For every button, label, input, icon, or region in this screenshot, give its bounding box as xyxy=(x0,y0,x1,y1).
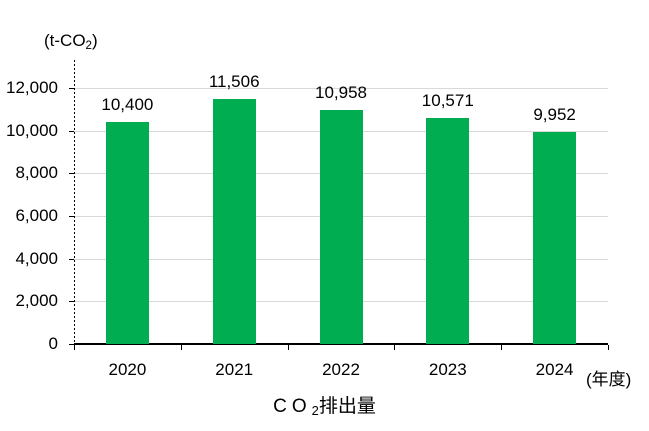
y-axis-tick-label: 12,000 xyxy=(6,78,58,97)
x-axis-tick xyxy=(501,345,503,350)
y-axis-tick xyxy=(69,173,74,175)
chart-title-subscript: 2 xyxy=(311,403,319,419)
bar-2021 xyxy=(212,98,256,344)
y-axis-tick xyxy=(69,88,74,89)
y-axis-line xyxy=(74,60,75,344)
x-category-label: 2021 xyxy=(215,360,254,379)
y-axis-tick-label: 10,000 xyxy=(6,120,58,140)
x-category-label: 2023 xyxy=(428,360,467,379)
bar-2020 xyxy=(105,122,149,344)
bar-2022 xyxy=(319,110,363,344)
x-axis-tick xyxy=(394,345,396,350)
bar-value-label: 10,571 xyxy=(421,91,474,111)
y-axis-tick-label: 4,000 xyxy=(15,248,58,268)
y-axis-tick-label: 8,000 xyxy=(15,163,58,183)
y-axis-unit-close: ) xyxy=(91,31,98,50)
y-axis-tick xyxy=(69,344,74,345)
chart-title: CO2排出量 xyxy=(0,391,649,418)
x-category-label: 2022 xyxy=(322,360,360,379)
x-axis-tick xyxy=(287,345,289,350)
y-axis-tick xyxy=(69,301,74,303)
bar-2023 xyxy=(426,118,470,344)
x-axis-unit-label: (年度) xyxy=(586,370,632,389)
bar-2024 xyxy=(533,131,577,344)
bar-value-label: 9,952 xyxy=(533,104,576,124)
y-axis-tick-label: 2,000 xyxy=(15,291,58,311)
gridline xyxy=(74,88,608,89)
x-category-label: 2020 xyxy=(108,360,147,379)
bar-value-label: 11,506 xyxy=(208,71,260,91)
y-axis-unit-text: (t-CO xyxy=(44,31,86,50)
chart-title-suffix: 排出量 xyxy=(318,396,376,417)
y-axis-tick xyxy=(69,258,74,260)
y-axis-unit-subscript: 2 xyxy=(85,39,92,52)
chart-title-prefix: CO xyxy=(273,396,312,417)
y-axis-tick-label: 0 xyxy=(48,334,58,353)
x-axis-tick xyxy=(608,345,609,350)
x-category-label: 2024 xyxy=(535,360,574,379)
bar-value-label: 10,958 xyxy=(315,83,367,103)
x-axis-tick xyxy=(180,345,182,350)
bar-value-label: 10,400 xyxy=(101,95,154,115)
y-axis-tick xyxy=(69,216,74,217)
x-axis-tick xyxy=(74,345,75,350)
y-axis-tick-label: 6,000 xyxy=(15,206,58,225)
y-axis-unit-label: (t-CO2) xyxy=(44,31,98,52)
y-axis-tick xyxy=(69,130,74,132)
x-axis-line xyxy=(74,343,608,345)
